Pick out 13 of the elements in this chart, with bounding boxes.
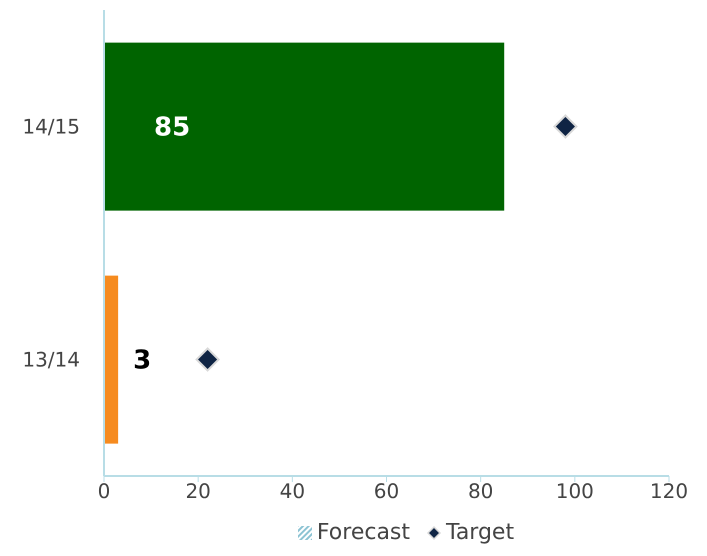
y-tick-label: 13/14 — [22, 348, 80, 372]
x-tick-label: 100 — [556, 479, 594, 504]
x-tick-label: 40 — [280, 479, 306, 504]
x-tick-label: 80 — [468, 479, 494, 504]
x-tick-label: 0 — [98, 479, 110, 504]
legend-label: Forecast — [316, 520, 410, 545]
legend-label: Target — [446, 520, 514, 545]
x-tick-label: 60 — [374, 479, 400, 504]
x-tick-label: 120 — [650, 479, 688, 504]
y-tick-label: 14/15 — [22, 114, 80, 139]
x-tick-label: 20 — [185, 479, 211, 504]
data-label: 85 — [154, 112, 190, 143]
data-label: 3 — [133, 346, 152, 376]
